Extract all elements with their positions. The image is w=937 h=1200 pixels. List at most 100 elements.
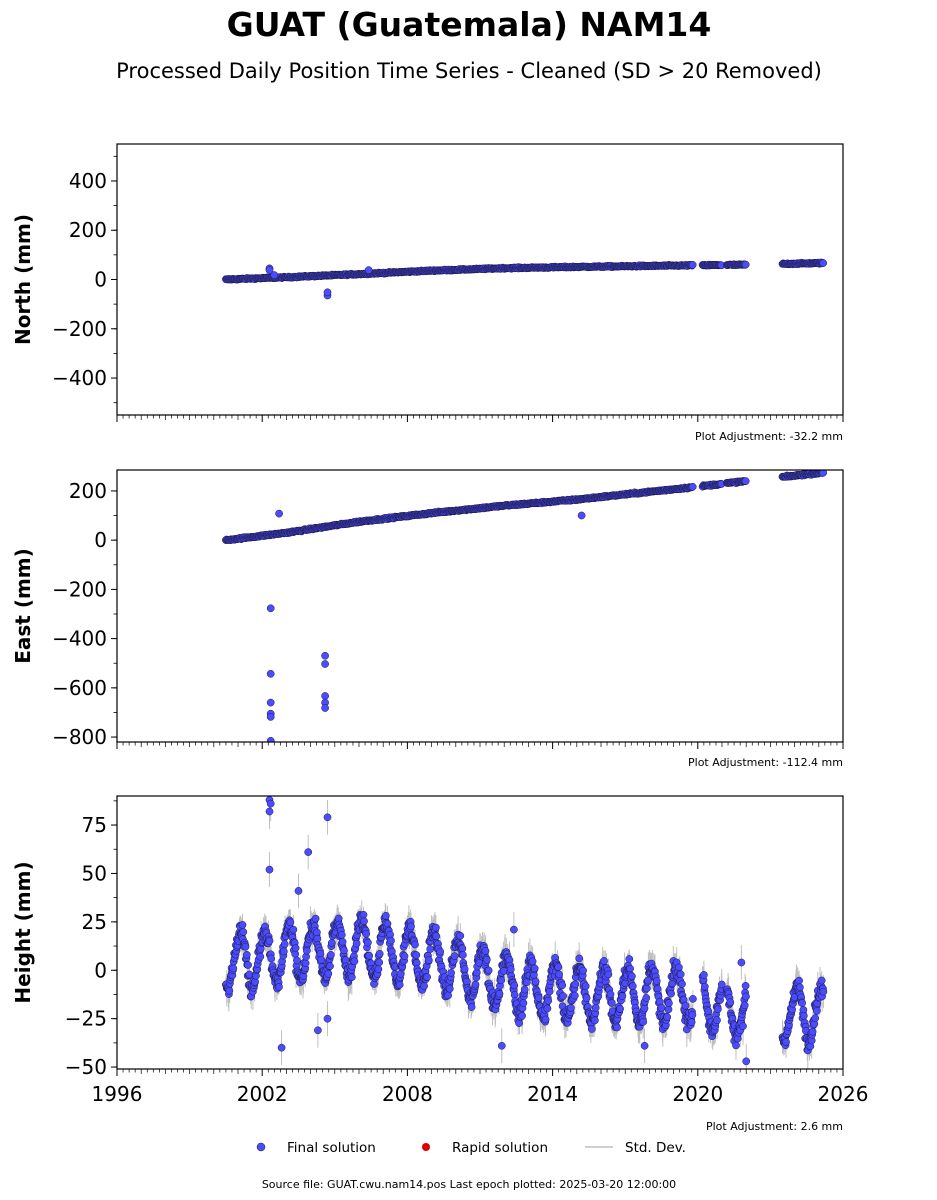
outlier-point bbox=[275, 509, 283, 518]
outlier-point bbox=[314, 1026, 322, 1035]
east-panel: −800 −600 −400 −200 0 200 East (mm) Plot Adjust… bbox=[11, 469, 844, 769]
data-point bbox=[567, 1004, 575, 1012]
data-point bbox=[657, 1003, 666, 1012]
data-point bbox=[667, 989, 675, 998]
data-point bbox=[317, 955, 326, 964]
data-point bbox=[445, 984, 454, 993]
data-point bbox=[267, 954, 276, 963]
data-point bbox=[460, 965, 469, 973]
data-point bbox=[324, 969, 333, 978]
data-point bbox=[717, 980, 726, 989]
data-point bbox=[412, 951, 421, 959]
data-point bbox=[520, 985, 529, 994]
data-point bbox=[545, 987, 554, 996]
data-point bbox=[544, 996, 553, 1005]
outlier-point bbox=[266, 698, 275, 707]
data-point bbox=[432, 923, 440, 932]
data-point bbox=[558, 981, 567, 990]
data-point bbox=[591, 1003, 600, 1012]
outlier-point bbox=[321, 692, 329, 700]
data-point bbox=[364, 938, 372, 947]
data-point bbox=[484, 966, 493, 975]
data-point bbox=[347, 973, 356, 982]
data-point bbox=[817, 976, 826, 985]
y-tick-label: −800 bbox=[52, 725, 107, 749]
y-tick-label: −400 bbox=[52, 366, 107, 390]
data-point bbox=[819, 987, 828, 996]
outlier-point bbox=[304, 848, 313, 856]
legend-final-marker bbox=[256, 1142, 266, 1152]
data-point bbox=[313, 934, 322, 943]
data-point bbox=[458, 944, 467, 953]
outlier-point bbox=[265, 807, 274, 816]
y-axis-label: North (mm) bbox=[11, 214, 35, 345]
data-point bbox=[676, 970, 685, 979]
outlier-point bbox=[323, 288, 332, 297]
data-point bbox=[700, 982, 709, 991]
data-point bbox=[293, 956, 301, 965]
data-point bbox=[741, 981, 750, 990]
data-point bbox=[678, 980, 686, 988]
y-tick-label: −200 bbox=[52, 577, 107, 601]
outlier-point bbox=[364, 266, 373, 274]
data-point bbox=[687, 1018, 696, 1027]
legend-rapid-label: Rapid solution bbox=[452, 1140, 548, 1156]
data-point bbox=[383, 919, 392, 928]
footer-source: Source file: GUAT.cwu.nam14.pos Last epo… bbox=[262, 1178, 676, 1191]
y-tick-label: −200 bbox=[52, 317, 107, 341]
data-point bbox=[375, 958, 384, 967]
data-point bbox=[279, 947, 288, 956]
data-point bbox=[688, 482, 697, 491]
data-point bbox=[337, 931, 346, 939]
final-solution-points bbox=[222, 796, 828, 1066]
data-point bbox=[607, 999, 616, 1007]
data-point bbox=[732, 1041, 740, 1050]
data-point bbox=[447, 969, 455, 977]
data-point bbox=[582, 994, 591, 1002]
data-point bbox=[642, 984, 651, 993]
data-point bbox=[570, 991, 579, 1000]
x-axis: 1996 2002 2008 2014 2020 2026 bbox=[92, 1069, 868, 1106]
y-tick-label: −600 bbox=[52, 676, 107, 700]
y-tick-label: 50 bbox=[82, 861, 107, 885]
data-point bbox=[519, 999, 528, 1007]
outlier-point bbox=[577, 511, 586, 520]
data-point bbox=[675, 963, 683, 972]
data-point bbox=[811, 1014, 820, 1023]
data-point bbox=[798, 999, 806, 1007]
data-point bbox=[604, 970, 613, 979]
data-point bbox=[689, 995, 697, 1003]
data-point bbox=[326, 962, 334, 971]
outlier-point bbox=[510, 925, 518, 934]
data-point bbox=[225, 986, 234, 995]
outlier-point bbox=[266, 713, 275, 721]
y-tick-label: 0 bbox=[94, 528, 107, 552]
plot-area bbox=[222, 258, 828, 300]
y-tick-label: 400 bbox=[69, 169, 107, 193]
data-point bbox=[352, 939, 361, 948]
legend-rapid-marker bbox=[422, 1143, 430, 1151]
outlier-point bbox=[323, 813, 332, 822]
outlier-point bbox=[266, 736, 275, 742]
data-point bbox=[420, 982, 428, 990]
data-point bbox=[482, 955, 491, 964]
data-point bbox=[742, 992, 750, 1001]
plot-area bbox=[222, 470, 828, 742]
data-point bbox=[796, 983, 804, 992]
data-point bbox=[497, 976, 506, 985]
data-point bbox=[327, 951, 335, 959]
data-point bbox=[387, 936, 395, 945]
data-point bbox=[652, 977, 661, 985]
data-point bbox=[471, 980, 480, 989]
plot-area bbox=[222, 796, 828, 1069]
data-point bbox=[795, 976, 803, 985]
data-point bbox=[575, 954, 584, 963]
data-point bbox=[467, 1003, 476, 1011]
data-point bbox=[241, 942, 250, 951]
data-point bbox=[291, 944, 300, 952]
data-point bbox=[530, 964, 539, 973]
data-point bbox=[311, 914, 320, 923]
data-point bbox=[340, 946, 348, 955]
outlier-point bbox=[321, 660, 329, 668]
outlier-point bbox=[737, 958, 746, 967]
